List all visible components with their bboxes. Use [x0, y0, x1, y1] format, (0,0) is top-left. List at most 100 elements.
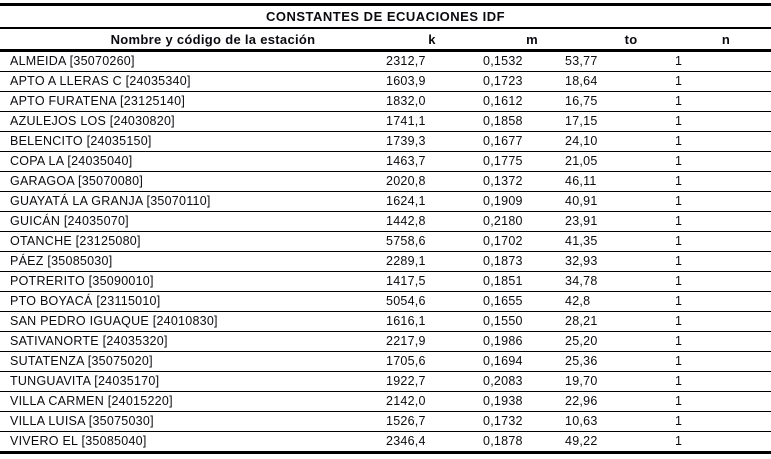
cell-station: TUNGUAVITA [24035170]	[0, 371, 381, 392]
cell-n: 1	[668, 411, 771, 432]
cell-n: 1	[668, 231, 771, 252]
column-header-k: k	[381, 28, 478, 52]
column-header-m: m	[478, 28, 560, 52]
table-row: POTRERITO [35090010] 1417,5 0,1851 34,78 1	[0, 271, 771, 292]
table-row: ALMEIDA [35070260] 2312,7 0,1532 53,77 1	[0, 50, 771, 72]
cell-m: 0,1694	[478, 351, 560, 372]
table-row: GUICÁN [24035070] 1442,8 0,2180 23,91 1	[0, 211, 771, 232]
cell-k: 2312,7	[381, 50, 478, 72]
table-row: SAN PEDRO IGUAQUE [24010830] 1616,1 0,1550…	[0, 311, 771, 332]
cell-m: 0,2083	[478, 371, 560, 392]
cell-to: 41,35	[560, 231, 668, 252]
cell-k: 1616,1	[381, 311, 478, 332]
cell-m: 0,1655	[478, 291, 560, 312]
cell-to: 17,15	[560, 111, 668, 132]
table-header-row: Nombre y código de la estación k m to n	[0, 28, 771, 52]
cell-m: 0,1550	[478, 311, 560, 332]
cell-station: APTO FURATENA [23125140]	[0, 91, 381, 112]
cell-n: 1	[668, 131, 771, 152]
table-row: SATIVANORTE [24035320] 2217,9 0,1986 25,20 1	[0, 331, 771, 352]
cell-m: 0,1878	[478, 431, 560, 454]
cell-to: 18,64	[560, 71, 668, 92]
cell-m: 0,1677	[478, 131, 560, 152]
table-row: BELENCITO [24035150] 1739,3 0,1677 24,10 1	[0, 131, 771, 152]
cell-to: 19,70	[560, 371, 668, 392]
table-row: GARAGOA [35070080] 2020,8 0,1372 46,11 1	[0, 171, 771, 192]
cell-to: 22,96	[560, 391, 668, 412]
cell-station: ALMEIDA [35070260]	[0, 50, 381, 72]
cell-station: BELENCITO [24035150]	[0, 131, 381, 152]
cell-n: 1	[668, 171, 771, 192]
cell-to: 28,21	[560, 311, 668, 332]
cell-k: 2142,0	[381, 391, 478, 412]
cell-n: 1	[668, 71, 771, 92]
cell-to: 16,75	[560, 91, 668, 112]
cell-to: 24,10	[560, 131, 668, 152]
cell-k: 2346,4	[381, 431, 478, 454]
table-row: OTANCHE [23125080] 5758,6 0,1702 41,35 1	[0, 231, 771, 252]
cell-to: 10,63	[560, 411, 668, 432]
cell-station: SAN PEDRO IGUAQUE [24010830]	[0, 311, 381, 332]
cell-station: COPA LA [24035040]	[0, 151, 381, 172]
cell-k: 1922,7	[381, 371, 478, 392]
cell-m: 0,1702	[478, 231, 560, 252]
table-row: VIVERO EL [35085040] 2346,4 0,1878 49,22 1	[0, 431, 771, 454]
table-row: AZULEJOS LOS [24030820] 1741,1 0,1858 17,15…	[0, 111, 771, 132]
cell-k: 2289,1	[381, 251, 478, 272]
cell-to: 25,36	[560, 351, 668, 372]
table-row: COPA LA [24035040] 1463,7 0,1775 21,05 1	[0, 151, 771, 172]
cell-k: 1442,8	[381, 211, 478, 232]
table-body: ALMEIDA [35070260] 2312,7 0,1532 53,77 1 APTO…	[0, 50, 771, 454]
cell-n: 1	[668, 371, 771, 392]
table-row: PÁEZ [35085030] 2289,1 0,1873 32,93 1	[0, 251, 771, 272]
cell-k: 5758,6	[381, 231, 478, 252]
cell-station: OTANCHE [23125080]	[0, 231, 381, 252]
cell-to: 53,77	[560, 50, 668, 72]
table-row: VILLA CARMEN [24015220] 2142,0 0,1938 22,96…	[0, 391, 771, 412]
cell-m: 0,1986	[478, 331, 560, 352]
table-row: PTO BOYACÁ [23115010] 5054,6 0,1655 42,8 1	[0, 291, 771, 312]
table-row: VILLA LUISA [35075030] 1526,7 0,1732 10,63 1	[0, 411, 771, 432]
table-row: APTO FURATENA [23125140] 1832,0 0,1612 16,7…	[0, 91, 771, 112]
cell-n: 1	[668, 431, 771, 454]
cell-m: 0,2180	[478, 211, 560, 232]
cell-k: 1463,7	[381, 151, 478, 172]
cell-n: 1	[668, 91, 771, 112]
cell-m: 0,1612	[478, 91, 560, 112]
cell-station: GUICÁN [24035070]	[0, 211, 381, 232]
cell-k: 2217,9	[381, 331, 478, 352]
cell-n: 1	[668, 271, 771, 292]
cell-station: GUAYATÁ LA GRANJA [35070110]	[0, 191, 381, 212]
cell-n: 1	[668, 331, 771, 352]
cell-k: 1417,5	[381, 271, 478, 292]
cell-n: 1	[668, 311, 771, 332]
cell-to: 23,91	[560, 211, 668, 232]
cell-to: 40,91	[560, 191, 668, 212]
cell-station: VIVERO EL [35085040]	[0, 431, 381, 454]
cell-to: 42,8	[560, 291, 668, 312]
cell-station: APTO A LLERAS C [24035340]	[0, 71, 381, 92]
column-header-to: to	[560, 28, 668, 52]
table-row: TUNGUAVITA [24035170] 1922,7 0,2083 19,70 1	[0, 371, 771, 392]
cell-m: 0,1873	[478, 251, 560, 272]
cell-n: 1	[668, 251, 771, 272]
cell-m: 0,1851	[478, 271, 560, 292]
idf-constants-table: CONSTANTES DE ECUACIONES IDF Nombre y có…	[0, 3, 771, 454]
cell-station: PÁEZ [35085030]	[0, 251, 381, 272]
cell-n: 1	[668, 291, 771, 312]
cell-to: 21,05	[560, 151, 668, 172]
cell-k: 1603,9	[381, 71, 478, 92]
cell-n: 1	[668, 191, 771, 212]
cell-m: 0,1775	[478, 151, 560, 172]
table-title: CONSTANTES DE ECUACIONES IDF	[0, 3, 771, 29]
cell-m: 0,1858	[478, 111, 560, 132]
cell-m: 0,1723	[478, 71, 560, 92]
cell-station: POTRERITO [35090010]	[0, 271, 381, 292]
cell-to: 34,78	[560, 271, 668, 292]
cell-n: 1	[668, 391, 771, 412]
cell-to: 49,22	[560, 431, 668, 454]
cell-station: PTO BOYACÁ [23115010]	[0, 291, 381, 312]
table-row: APTO A LLERAS C [24035340] 1603,9 0,1723 18…	[0, 71, 771, 92]
cell-k: 1526,7	[381, 411, 478, 432]
cell-to: 32,93	[560, 251, 668, 272]
